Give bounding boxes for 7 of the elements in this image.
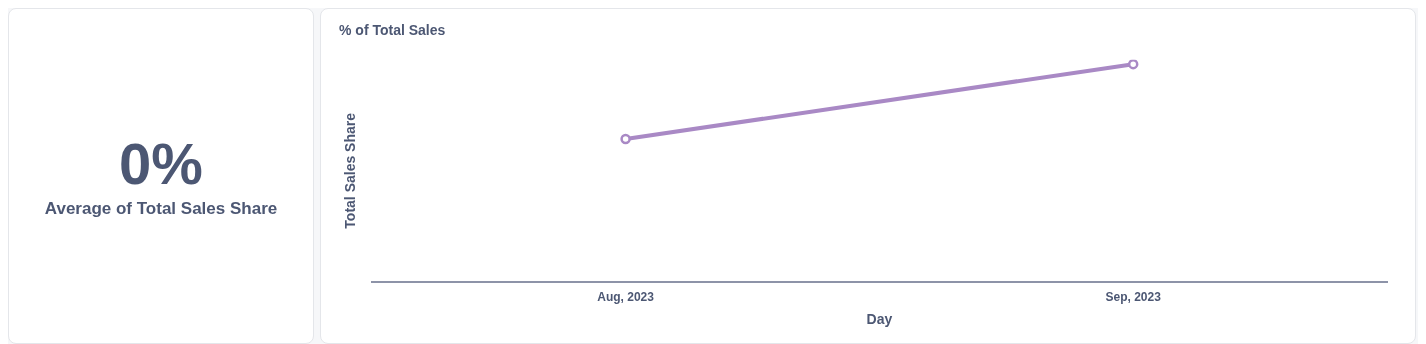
x-tick-label: Sep, 2023 [1105, 290, 1162, 305]
y-axis-title: Total Sales Share [342, 112, 359, 229]
text: 0% [119, 131, 203, 196]
chart-title: % of Total Sales [339, 22, 446, 39]
x-tick-label: Aug, 2023 [597, 290, 655, 305]
text: Average of Total Sales Share [44, 199, 278, 219]
x-axis-title: Day [866, 311, 893, 328]
